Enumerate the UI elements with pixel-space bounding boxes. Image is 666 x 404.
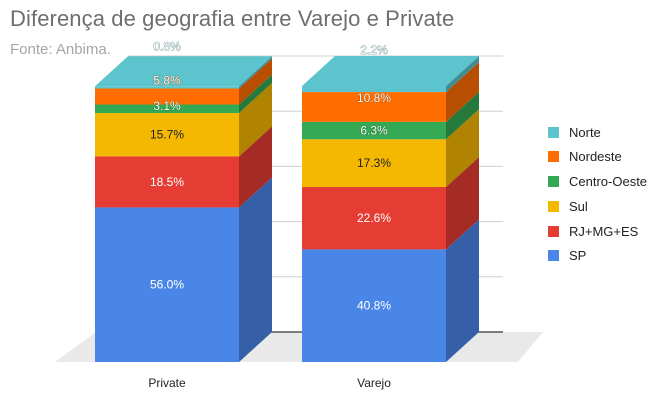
data-label-varejo-norte: 2.2% (360, 43, 388, 57)
bar-varejo-nordeste (302, 92, 446, 122)
bar-private-centro-oeste-side (239, 74, 272, 114)
legend-swatch (548, 176, 559, 188)
x-tick-label-private: Private (148, 376, 186, 390)
data-label-private-nordeste: 5.8% (153, 73, 181, 87)
legend-item-norte: Norte (548, 122, 647, 142)
bar-private-rj-mg-es (95, 156, 239, 208)
legend-item-nordeste: Nordeste (548, 147, 647, 167)
data-label-private-rj-mg-es: 18.5% (150, 175, 184, 189)
bar-varejo-rj-mg-es-side (446, 157, 479, 250)
data-label-private-norte: 0.8% (153, 39, 181, 53)
bar-varejo-norte (302, 86, 446, 93)
data-label-private-centro-oeste: 3.1% (153, 99, 181, 113)
bar-private-sul-side (239, 83, 272, 157)
bar-varejo-sp-side (446, 219, 479, 362)
bar-private-centro-oeste (95, 104, 239, 114)
bar-varejo-rj-mg-es (302, 187, 446, 250)
bar-varejo-top-face (302, 56, 479, 86)
bar-private-nordeste (95, 88, 239, 105)
legend: Norte Nordeste Centro-Oeste Sul RJ+MG+ES SP (548, 122, 647, 271)
data-label-private-sp: 56.0% (150, 278, 184, 292)
bar-private-nordeste-side (239, 58, 272, 105)
bar-varejo-nordeste-side (446, 62, 479, 122)
data-label-varejo-sp: 40.8% (357, 299, 391, 313)
legend-label: Nordeste (569, 149, 622, 165)
legend-swatch (548, 151, 559, 163)
legend-item-sp: SP (548, 246, 647, 266)
bar-varejo-norte-side (446, 56, 479, 93)
data-label-varejo-nordeste: 10.8% (357, 91, 391, 105)
bar-private-norte-side (239, 56, 272, 89)
bar-private-rj-mg-es-side (239, 126, 272, 208)
legend-label: Centro-Oeste (569, 174, 648, 190)
data-label-varejo-centro-oeste: 6.3% (360, 124, 388, 138)
legend-swatch (548, 126, 559, 138)
legend-item-sul: Sul (548, 196, 647, 216)
legend-swatch (548, 200, 559, 212)
chart-title: Diferença de geografia entre Varejo e Pr… (10, 6, 455, 31)
data-label-private-sul: 15.7% (150, 128, 184, 142)
legend-label: RJ+MG+ES (569, 223, 639, 239)
legend-label: Norte (569, 124, 601, 140)
bar-varejo-centro-oeste (302, 121, 446, 140)
bar-varejo-sp (302, 249, 446, 362)
bar-varejo-sul-side (446, 109, 479, 188)
bar-private-sul (95, 113, 239, 157)
bar-varejo-sul (302, 139, 446, 188)
bar-varejo-centro-oeste-side (446, 91, 479, 140)
legend-item-rj-mg-es: RJ+MG+ES (548, 221, 647, 241)
legend-label: SP (569, 248, 587, 264)
legend-swatch (548, 250, 559, 262)
bar-private-norte (95, 86, 239, 89)
legend-swatch (548, 225, 559, 237)
bar-private-sp (95, 207, 239, 362)
legend-label: Sul (569, 198, 588, 214)
bar-private-sp-side (239, 177, 272, 362)
x-tick-label-varejo: Varejo (357, 376, 391, 390)
data-label-varejo-sul: 17.3% (357, 156, 391, 170)
legend-item-centro-oeste: Centro-Oeste (548, 172, 647, 192)
data-label-varejo-rj-mg-es: 22.6% (357, 211, 391, 225)
chart-subtitle: Fonte: Anbima. (10, 41, 111, 58)
bar-private-top-face (95, 56, 272, 87)
